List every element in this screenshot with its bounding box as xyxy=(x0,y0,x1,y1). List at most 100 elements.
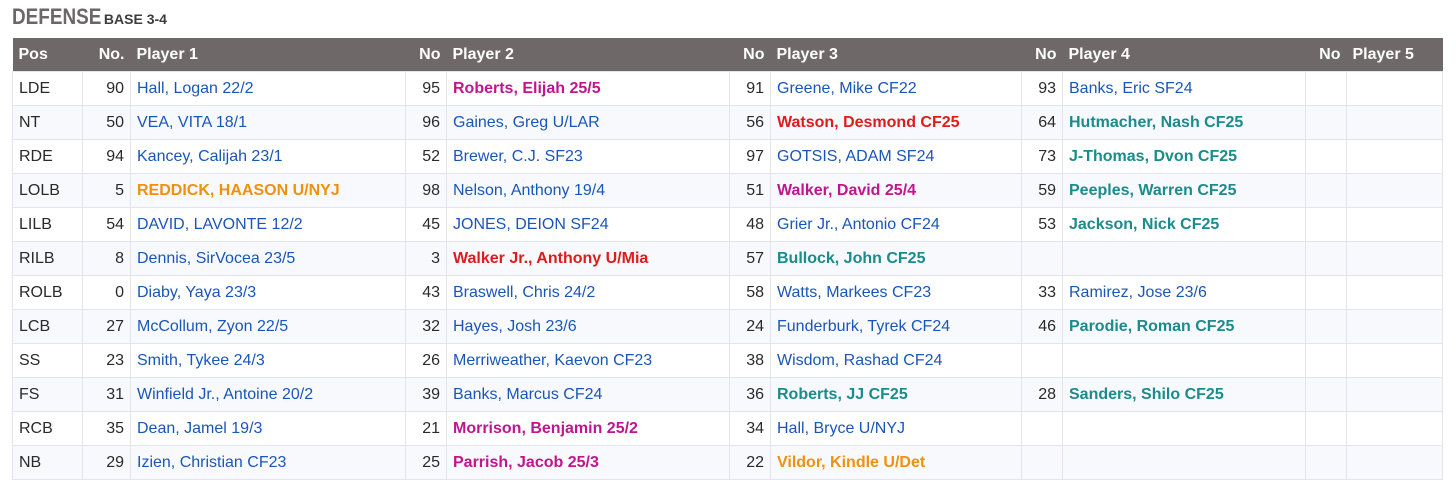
player-name-cell: Parrish, Jacob 25/3 xyxy=(446,445,730,480)
jersey-number-cell: 57 xyxy=(729,241,771,276)
player-name-cell: Braswell, Chris 24/2 xyxy=(446,275,730,310)
table-row: LOLB 5 REDDICK, HAASON U/NYJ 98 Nelson, Anth… xyxy=(12,173,1443,208)
table-row: LCB 27 McCollum, Zyon 22/5 32 Hayes, Josh 23… xyxy=(12,309,1443,344)
jersey-number-cell: 5 xyxy=(82,173,131,208)
jersey-number-cell xyxy=(1305,173,1347,208)
position-cell: RCB xyxy=(12,411,83,446)
player-name-cell: Greene, Mike CF22 xyxy=(770,71,1022,106)
jersey-number-cell: 38 xyxy=(729,343,771,378)
table-row: NB 29 Izien, Christian CF23 25 Parrish, Jaco… xyxy=(12,445,1443,480)
player-name-cell xyxy=(1346,139,1443,174)
table-row: LILB 54 DAVID, LAVONTE 12/2 45 JONES, DEION … xyxy=(12,207,1443,242)
player-name-cell: Sanders, Shilo CF25 xyxy=(1062,377,1306,412)
player-name-cell xyxy=(1062,241,1306,276)
jersey-number-cell xyxy=(1021,445,1063,480)
position-cell: ROLB xyxy=(12,275,83,310)
jersey-number-cell: 43 xyxy=(405,275,447,310)
player-name-cell xyxy=(1062,445,1306,480)
player-name-cell: J-Thomas, Dvon CF25 xyxy=(1062,139,1306,174)
player-name-cell: Roberts, Elijah 25/5 xyxy=(446,71,730,106)
player-name-cell: Bullock, John CF25 xyxy=(770,241,1022,276)
jersey-number-cell xyxy=(1021,411,1063,446)
position-cell: NB xyxy=(12,445,83,480)
table-row: RCB 35 Dean, Jamel 19/3 21 Morrison, Benjami… xyxy=(12,411,1443,446)
column-header: Pos xyxy=(12,38,83,72)
jersey-number-cell xyxy=(1305,309,1347,344)
player-name-cell: Hayes, Josh 23/6 xyxy=(446,309,730,344)
position-cell: RILB xyxy=(12,241,83,276)
jersey-number-cell xyxy=(1021,241,1063,276)
position-cell: LCB xyxy=(12,309,83,344)
player-name-cell: Walker Jr., Anthony U/Mia xyxy=(446,241,730,276)
player-name-cell: Vildor, Kindle U/Det xyxy=(770,445,1022,480)
section-title: DEFENSE xyxy=(12,4,102,29)
player-name-cell xyxy=(1346,445,1443,480)
player-name-cell: Merriweather, Kaevon CF23 xyxy=(446,343,730,378)
player-name-cell: Brewer, C.J. SF23 xyxy=(446,139,730,174)
player-name-cell: Dennis, SirVocea 23/5 xyxy=(130,241,406,276)
jersey-number-cell: 22 xyxy=(729,445,771,480)
jersey-number-cell xyxy=(1305,139,1347,174)
player-name-cell: Grier Jr., Antonio CF24 xyxy=(770,207,1022,242)
player-name-cell: Walker, David 25/4 xyxy=(770,173,1022,208)
player-name-cell: JONES, DEION SF24 xyxy=(446,207,730,242)
jersey-number-cell: 94 xyxy=(82,139,131,174)
position-cell: SS xyxy=(12,343,83,378)
position-cell: LILB xyxy=(12,207,83,242)
column-header: Player 5 xyxy=(1346,38,1443,72)
jersey-number-cell: 31 xyxy=(82,377,131,412)
depth-chart-table: Pos No. Player 1 No Player 2 No Player 3 No Play… xyxy=(12,38,1443,480)
player-name-cell: Watson, Desmond CF25 xyxy=(770,105,1022,140)
jersey-number-cell xyxy=(1305,275,1347,310)
player-name-cell: Parodie, Roman CF25 xyxy=(1062,309,1306,344)
jersey-number-cell: 8 xyxy=(82,241,131,276)
jersey-number-cell: 0 xyxy=(82,275,131,310)
player-name-cell: Peeples, Warren CF25 xyxy=(1062,173,1306,208)
jersey-number-cell: 46 xyxy=(1021,309,1063,344)
player-name-cell: Wisdom, Rashad CF24 xyxy=(770,343,1022,378)
formation-subtitle: BASE 3-4 xyxy=(103,11,167,27)
player-name-cell: Hall, Bryce U/NYJ xyxy=(770,411,1022,446)
jersey-number-cell: 21 xyxy=(405,411,447,446)
jersey-number-cell: 59 xyxy=(1021,173,1063,208)
table-header-row: Pos No. Player 1 No Player 2 No Player 3 No Play… xyxy=(12,38,1443,72)
player-name-cell xyxy=(1062,411,1306,446)
jersey-number-cell: 98 xyxy=(405,173,447,208)
player-name-cell xyxy=(1346,309,1443,344)
position-cell: LDE xyxy=(12,71,83,106)
player-name-cell: Dean, Jamel 19/3 xyxy=(130,411,406,446)
jersey-number-cell: 95 xyxy=(405,71,447,106)
jersey-number-cell: 35 xyxy=(82,411,131,446)
jersey-number-cell: 90 xyxy=(82,71,131,106)
jersey-number-cell: 58 xyxy=(729,275,771,310)
column-header: Player 1 xyxy=(130,38,406,72)
column-header: Player 3 xyxy=(770,38,1022,72)
jersey-number-cell: 97 xyxy=(729,139,771,174)
jersey-number-cell xyxy=(1305,105,1347,140)
jersey-number-cell: 91 xyxy=(729,71,771,106)
table-row: RDE 94 Kancey, Calijah 23/1 52 Brewer, C.J. … xyxy=(12,139,1443,174)
jersey-number-cell xyxy=(1305,71,1347,106)
position-cell: FS xyxy=(12,377,83,412)
player-name-cell: Diaby, Yaya 23/3 xyxy=(130,275,406,310)
player-name-cell: Funderburk, Tyrek CF24 xyxy=(770,309,1022,344)
jersey-number-cell: 25 xyxy=(405,445,447,480)
table-row: SS 23 Smith, Tykee 24/3 26 Merriweather, Kae… xyxy=(12,343,1443,378)
jersey-number-cell: 96 xyxy=(405,105,447,140)
position-cell: NT xyxy=(12,105,83,140)
player-name-cell xyxy=(1346,377,1443,412)
jersey-number-cell: 24 xyxy=(729,309,771,344)
table-body: LDE 90 Hall, Logan 22/2 95 Roberts, Elijah 2… xyxy=(12,71,1443,480)
player-name-cell: Nelson, Anthony 19/4 xyxy=(446,173,730,208)
column-header: Player 4 xyxy=(1062,38,1306,72)
jersey-number-cell: 29 xyxy=(82,445,131,480)
player-name-cell xyxy=(1346,173,1443,208)
jersey-number-cell xyxy=(1305,343,1347,378)
player-name-cell: Watts, Markees CF23 xyxy=(770,275,1022,310)
player-name-cell: Banks, Marcus CF24 xyxy=(446,377,730,412)
jersey-number-cell xyxy=(1305,207,1347,242)
jersey-number-cell: 53 xyxy=(1021,207,1063,242)
player-name-cell xyxy=(1346,343,1443,378)
player-name-cell: VEA, VITA 18/1 xyxy=(130,105,406,140)
column-header: No xyxy=(1021,38,1063,72)
